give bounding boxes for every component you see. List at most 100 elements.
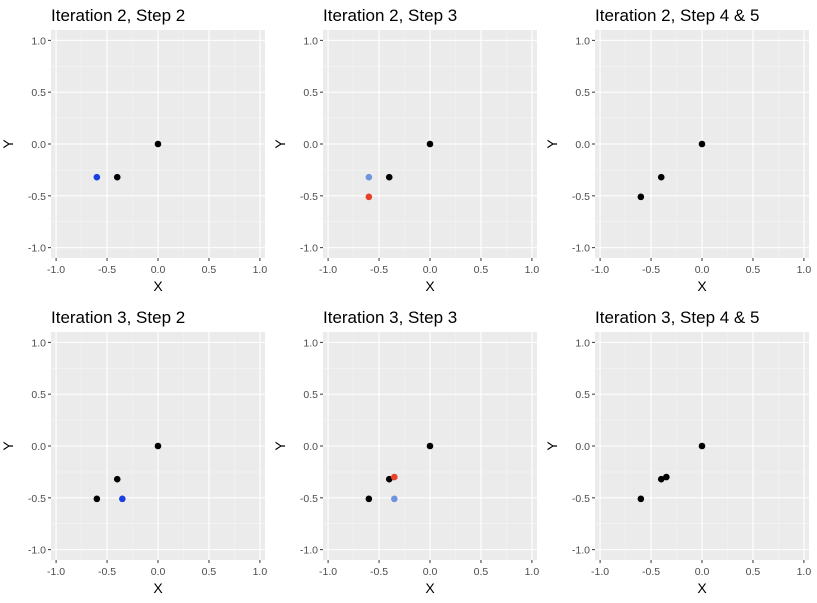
chart-1-x-tick-label: -0.5 <box>98 264 116 276</box>
chart-5-x-tick-label: -1.0 <box>319 566 337 578</box>
chart-6-point <box>698 442 706 450</box>
chart-1-y-tick-label: -0.5 <box>28 191 46 203</box>
chart-5-x-tick-label: -0.5 <box>370 566 388 578</box>
chart-2-y-tick-label: 0.5 <box>303 87 318 99</box>
chart-3: Iteration 2, Step 4 & 5 -1.0 -0.5 0.0 0.5 1.0… <box>544 6 811 294</box>
chart-1-y-axis-title: Y <box>0 139 16 149</box>
chart-5-y-tick-label: 1.0 <box>303 337 318 349</box>
chart-2-x-axis-title: X <box>425 278 435 294</box>
chart-1-y-tick-label: 0.0 <box>31 139 46 151</box>
chart-2-title: Iteration 2, Step 3 <box>323 6 457 25</box>
chart-4-x-tick-label: -0.5 <box>98 566 116 578</box>
chart-5-x-axis-title: X <box>425 580 435 596</box>
chart-4-x-tick-label: 0.5 <box>202 566 217 578</box>
chart-2-x-tick-label: 1.0 <box>525 264 540 276</box>
chart-3-x-tick-label: 1.0 <box>797 264 812 276</box>
chart-1-y-tick-label: 1.0 <box>31 35 46 47</box>
chart-2-y-tick-label: 1.0 <box>303 35 318 47</box>
chart-2-point <box>385 173 393 181</box>
chart-1-x-tick-label: 1.0 <box>253 264 268 276</box>
chart-6-y-tick-label: 0.5 <box>575 389 590 401</box>
chart-3-y-tick-label: 0.5 <box>575 87 590 99</box>
chart-6: Iteration 3, Step 4 & 5 -1.0 -0.5 0.0 0.5 1.0… <box>544 308 811 596</box>
chart-5: Iteration 3, Step 3 -1.0 -0.5 0.0 0.5 1.0 -1.0… <box>272 308 539 596</box>
chart-2-y-tick-label: 0.0 <box>303 139 318 151</box>
chart-4-y-axis-title: Y <box>0 441 16 451</box>
chart-5-point <box>385 475 393 483</box>
chart-5-point <box>365 495 373 503</box>
chart-2-x-tick-label: 0.0 <box>423 264 438 276</box>
chart-5-x-tick-label: 1.0 <box>525 566 540 578</box>
chart-6-title: Iteration 3, Step 4 & 5 <box>595 308 759 327</box>
chart-4-point <box>154 442 162 450</box>
chart-3-x-tick-label: 0.0 <box>695 264 710 276</box>
chart-6-y-axis-title: Y <box>544 441 560 451</box>
chart-4-y-tick-label: 1.0 <box>31 337 46 349</box>
chart-1: Iteration 2, Step 2 -1.0 -0.5 0.0 0.5 1.0 -1.0… <box>0 6 267 294</box>
chart-2: Iteration 2, Step 3 -1.0 -0.5 0.0 0.5 1.0 -1.0… <box>272 6 539 294</box>
chart-3-x-axis-title: X <box>697 278 707 294</box>
chart-3-x-tick-label: -0.5 <box>642 264 660 276</box>
chart-1-title: Iteration 2, Step 2 <box>51 6 185 25</box>
chart-2-x-tick-label: 0.5 <box>474 264 489 276</box>
chart-6-x-axis-title: X <box>697 580 707 596</box>
chart-3-x-tick-label: 0.5 <box>746 264 761 276</box>
chart-1-y-tick-label: 0.5 <box>31 87 46 99</box>
chart-6-x-tick-label: -0.5 <box>642 566 660 578</box>
chart-1-x-tick-label: -1.0 <box>47 264 65 276</box>
chart-6-x-tick-label: 0.0 <box>695 566 710 578</box>
chart-6-y-tick-label: -1.0 <box>572 545 590 557</box>
chart-1-point <box>154 140 162 148</box>
chart-3-y-axis-title: Y <box>544 139 560 149</box>
chart-3-point <box>657 173 665 181</box>
chart-3-point <box>637 193 645 201</box>
chart-6-x-tick-label: 1.0 <box>797 566 812 578</box>
chart-1-y-tick-label: -1.0 <box>28 243 46 255</box>
chart-4-point <box>119 495 126 503</box>
chart-1-x-tick-label: 0.5 <box>202 264 217 276</box>
chart-1-x-axis-title: X <box>153 278 163 294</box>
chart-5-point <box>391 495 398 503</box>
chart-2-point <box>426 140 434 148</box>
chart-6-y-tick-label: 0.0 <box>575 441 590 453</box>
chart-4-x-axis-title: X <box>153 580 163 596</box>
chart-4-x-tick-label: 1.0 <box>253 566 268 578</box>
chart-6-y-tick-label: -0.5 <box>572 493 590 505</box>
chart-2-y-axis-title: Y <box>272 139 288 149</box>
chart-5-x-tick-label: 0.5 <box>474 566 489 578</box>
chart-5-point <box>426 442 434 450</box>
chart-6-point <box>637 495 645 503</box>
chart-2-x-tick-label: -0.5 <box>370 264 388 276</box>
chart-5-y-tick-label: 0.0 <box>303 441 318 453</box>
chart-1-x-tick-label: 0.0 <box>151 264 166 276</box>
chart-4-y-tick-label: 0.0 <box>31 441 46 453</box>
chart-3-x-tick-label: -1.0 <box>591 264 609 276</box>
chart-1-point <box>113 173 121 181</box>
chart-2-point <box>365 193 373 201</box>
chart-5-x-tick-label: 0.0 <box>423 566 438 578</box>
chart-2-x-tick-label: -1.0 <box>319 264 337 276</box>
chart-4-point <box>113 475 121 483</box>
chart-4: Iteration 3, Step 2 -1.0 -0.5 0.0 0.5 1.0 -1.0… <box>0 308 267 596</box>
chart-2-y-tick-label: -0.5 <box>300 191 318 203</box>
chart-1-point <box>93 173 101 181</box>
chart-2-y-tick-label: -1.0 <box>300 243 318 255</box>
chart-5-y-axis-title: Y <box>272 441 288 451</box>
chart-3-y-tick-label: 0.0 <box>575 139 590 151</box>
chart-4-point <box>93 495 101 503</box>
chart-3-y-tick-label: -0.5 <box>572 191 590 203</box>
chart-5-y-tick-label: 0.5 <box>303 389 318 401</box>
chart-5-y-tick-label: -1.0 <box>300 545 318 557</box>
chart-6-y-tick-label: 1.0 <box>575 337 590 349</box>
chart-4-x-tick-label: -1.0 <box>47 566 65 578</box>
chart-3-title: Iteration 2, Step 4 & 5 <box>595 6 759 25</box>
chart-4-title: Iteration 3, Step 2 <box>51 308 185 327</box>
chart-4-x-tick-label: 0.0 <box>151 566 166 578</box>
chart-6-point <box>663 473 670 481</box>
chart-5-point <box>391 473 398 481</box>
chart-6-x-tick-label: 0.5 <box>746 566 761 578</box>
chart-6-point <box>657 475 665 483</box>
chart-4-y-tick-label: 0.5 <box>31 389 46 401</box>
chart-3-y-tick-label: 1.0 <box>575 35 590 47</box>
